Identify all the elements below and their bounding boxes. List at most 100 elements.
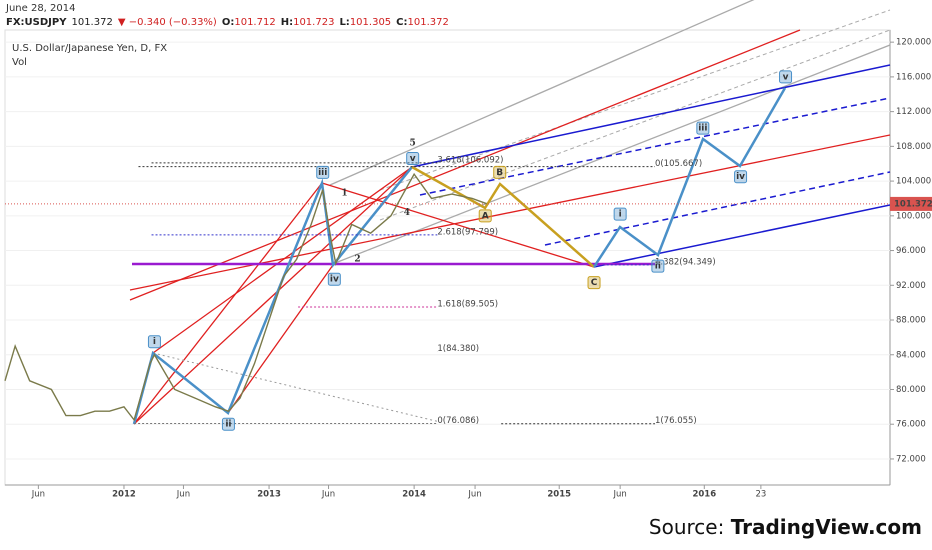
wave-label: iii: [318, 168, 327, 178]
quote-h-label: H:: [281, 17, 293, 28]
fib-label: 0(76.086): [437, 416, 479, 426]
wave-label: iv: [330, 275, 339, 285]
quote-o-label: O:: [222, 17, 235, 28]
wave-label-box: [493, 165, 507, 179]
trend-line: [321, 182, 595, 268]
wave-label-box: [696, 121, 710, 135]
y-tick-label: 116.000: [896, 72, 931, 82]
quote-l-label: L:: [339, 17, 349, 28]
trend-line: [227, 264, 334, 414]
fib-label: 3.618(106.092): [437, 155, 503, 165]
date: June 28, 2014: [5, 3, 76, 14]
x-tick-label: Jun: [613, 490, 627, 500]
chart-title: U.S. Dollar/Japanese Yen, D, FX: [12, 43, 167, 54]
quote-symbol: FX:USDJPY: [6, 17, 67, 28]
wave-label: B: [496, 168, 503, 178]
fib-label: 2.618(97.799): [437, 227, 498, 237]
channel-blue: [593, 204, 891, 268]
wave-label-box: [221, 417, 235, 431]
x-tick-label: Jun: [176, 490, 190, 500]
source-brand: TradingView.com: [731, 515, 922, 539]
wave-label: i: [619, 210, 622, 220]
fib-label: 1(84.380): [437, 344, 479, 354]
wave-label: iii: [698, 124, 707, 134]
x-tick-label: Jun: [321, 490, 335, 500]
y-tick-label: 76.000: [896, 420, 926, 430]
projection-path: [592, 87, 787, 268]
fib-label: 0(105.667): [655, 159, 702, 169]
fib-diagonal: [152, 352, 441, 423]
wave-label: 4: [404, 208, 410, 218]
x-tick-label: 2015: [547, 490, 571, 500]
quote-open: 101.712: [234, 17, 275, 28]
fib-label: 1(76.055): [655, 416, 697, 426]
quote-c-label: C:: [396, 17, 407, 28]
quote-text: FX:USDJPY 101.372 ▼ −0.340 (−0.33%) O:101.7…: [6, 17, 449, 28]
quote-close: 101.372: [408, 17, 449, 28]
wave-label-box: [327, 272, 341, 286]
x-tick-label: 2016: [692, 490, 716, 500]
channel-blue: [411, 64, 891, 168]
wave-label: A: [482, 211, 489, 221]
wave-label: i: [153, 337, 156, 347]
wave-label: iv: [736, 172, 745, 182]
x-tick-label: Jun: [31, 490, 45, 500]
trend-line: [133, 166, 413, 425]
wave-label-box: [779, 70, 793, 84]
channel-line: [329, 0, 755, 186]
wave-label: ii: [225, 420, 231, 430]
quote-high: 101.723: [293, 17, 334, 28]
y-tick-label: 72.000: [896, 454, 926, 464]
x-tick-label: 23: [755, 490, 766, 500]
trend-line: [133, 182, 323, 425]
y-tick-label: 100.000: [896, 211, 931, 221]
x-tick-label: 2014: [402, 490, 426, 500]
wave-label-box: [478, 209, 492, 223]
source-prefix: Source:: [649, 515, 731, 539]
y-tick-label: 96.000: [896, 246, 926, 256]
wave-label-box: [406, 152, 420, 166]
wave-label-box: [734, 170, 748, 184]
source: Source: TradingView.com: [649, 515, 922, 539]
fib-label: 1.618(89.505): [437, 299, 498, 309]
last-price-tag: [890, 196, 932, 211]
wave-label: 1: [341, 189, 347, 199]
last-price-label: 101.372: [894, 199, 932, 209]
abc-path: [411, 165, 595, 268]
x-tick-label: 2012: [112, 490, 136, 500]
y-tick-label: 92.000: [896, 281, 926, 291]
channel-blue-dashed: [544, 171, 891, 246]
y-tick-label: 88.000: [896, 316, 926, 326]
x-tick-label: Jun: [467, 490, 481, 500]
wave-label-box: [147, 335, 161, 349]
drawings: [129, 0, 891, 425]
quote-change: ▼ −0.340 (−0.33%): [118, 17, 217, 28]
wave-label: ii: [655, 262, 661, 272]
y-tick-label: 108.000: [896, 142, 931, 152]
wave-label: 5: [410, 138, 416, 148]
y-tick-label: 120.000: [896, 38, 931, 48]
wave-label-box: [587, 276, 601, 290]
y-tick-label: 104.000: [896, 177, 931, 187]
wave-label: 2: [354, 255, 360, 265]
x-tick-label: 2013: [257, 490, 281, 500]
quote-close: 101.372: [71, 17, 112, 28]
wave-label: C: [591, 278, 598, 288]
wave-label-box: [613, 207, 627, 221]
quote-low: 101.305: [350, 17, 391, 28]
channel-line: [329, 44, 891, 266]
y-tick-label: 80.000: [896, 385, 926, 395]
price-line: [4, 172, 487, 422]
wave-label-box: [316, 165, 330, 179]
trend-line: [129, 29, 801, 301]
channel-line: [379, 9, 891, 191]
y-tick-label: 112.000: [896, 107, 931, 117]
volume-label: Vol: [12, 57, 27, 68]
wave-label: v: [783, 72, 789, 82]
wave-label: v: [410, 154, 416, 164]
y-tick-label: 84.000: [896, 350, 926, 360]
quote-line: FX:USDJPY 101.372 ▼ −0.340 (−0.33%) O:101.7…: [6, 17, 449, 28]
fib-label: 1.382(94.349): [655, 257, 716, 267]
